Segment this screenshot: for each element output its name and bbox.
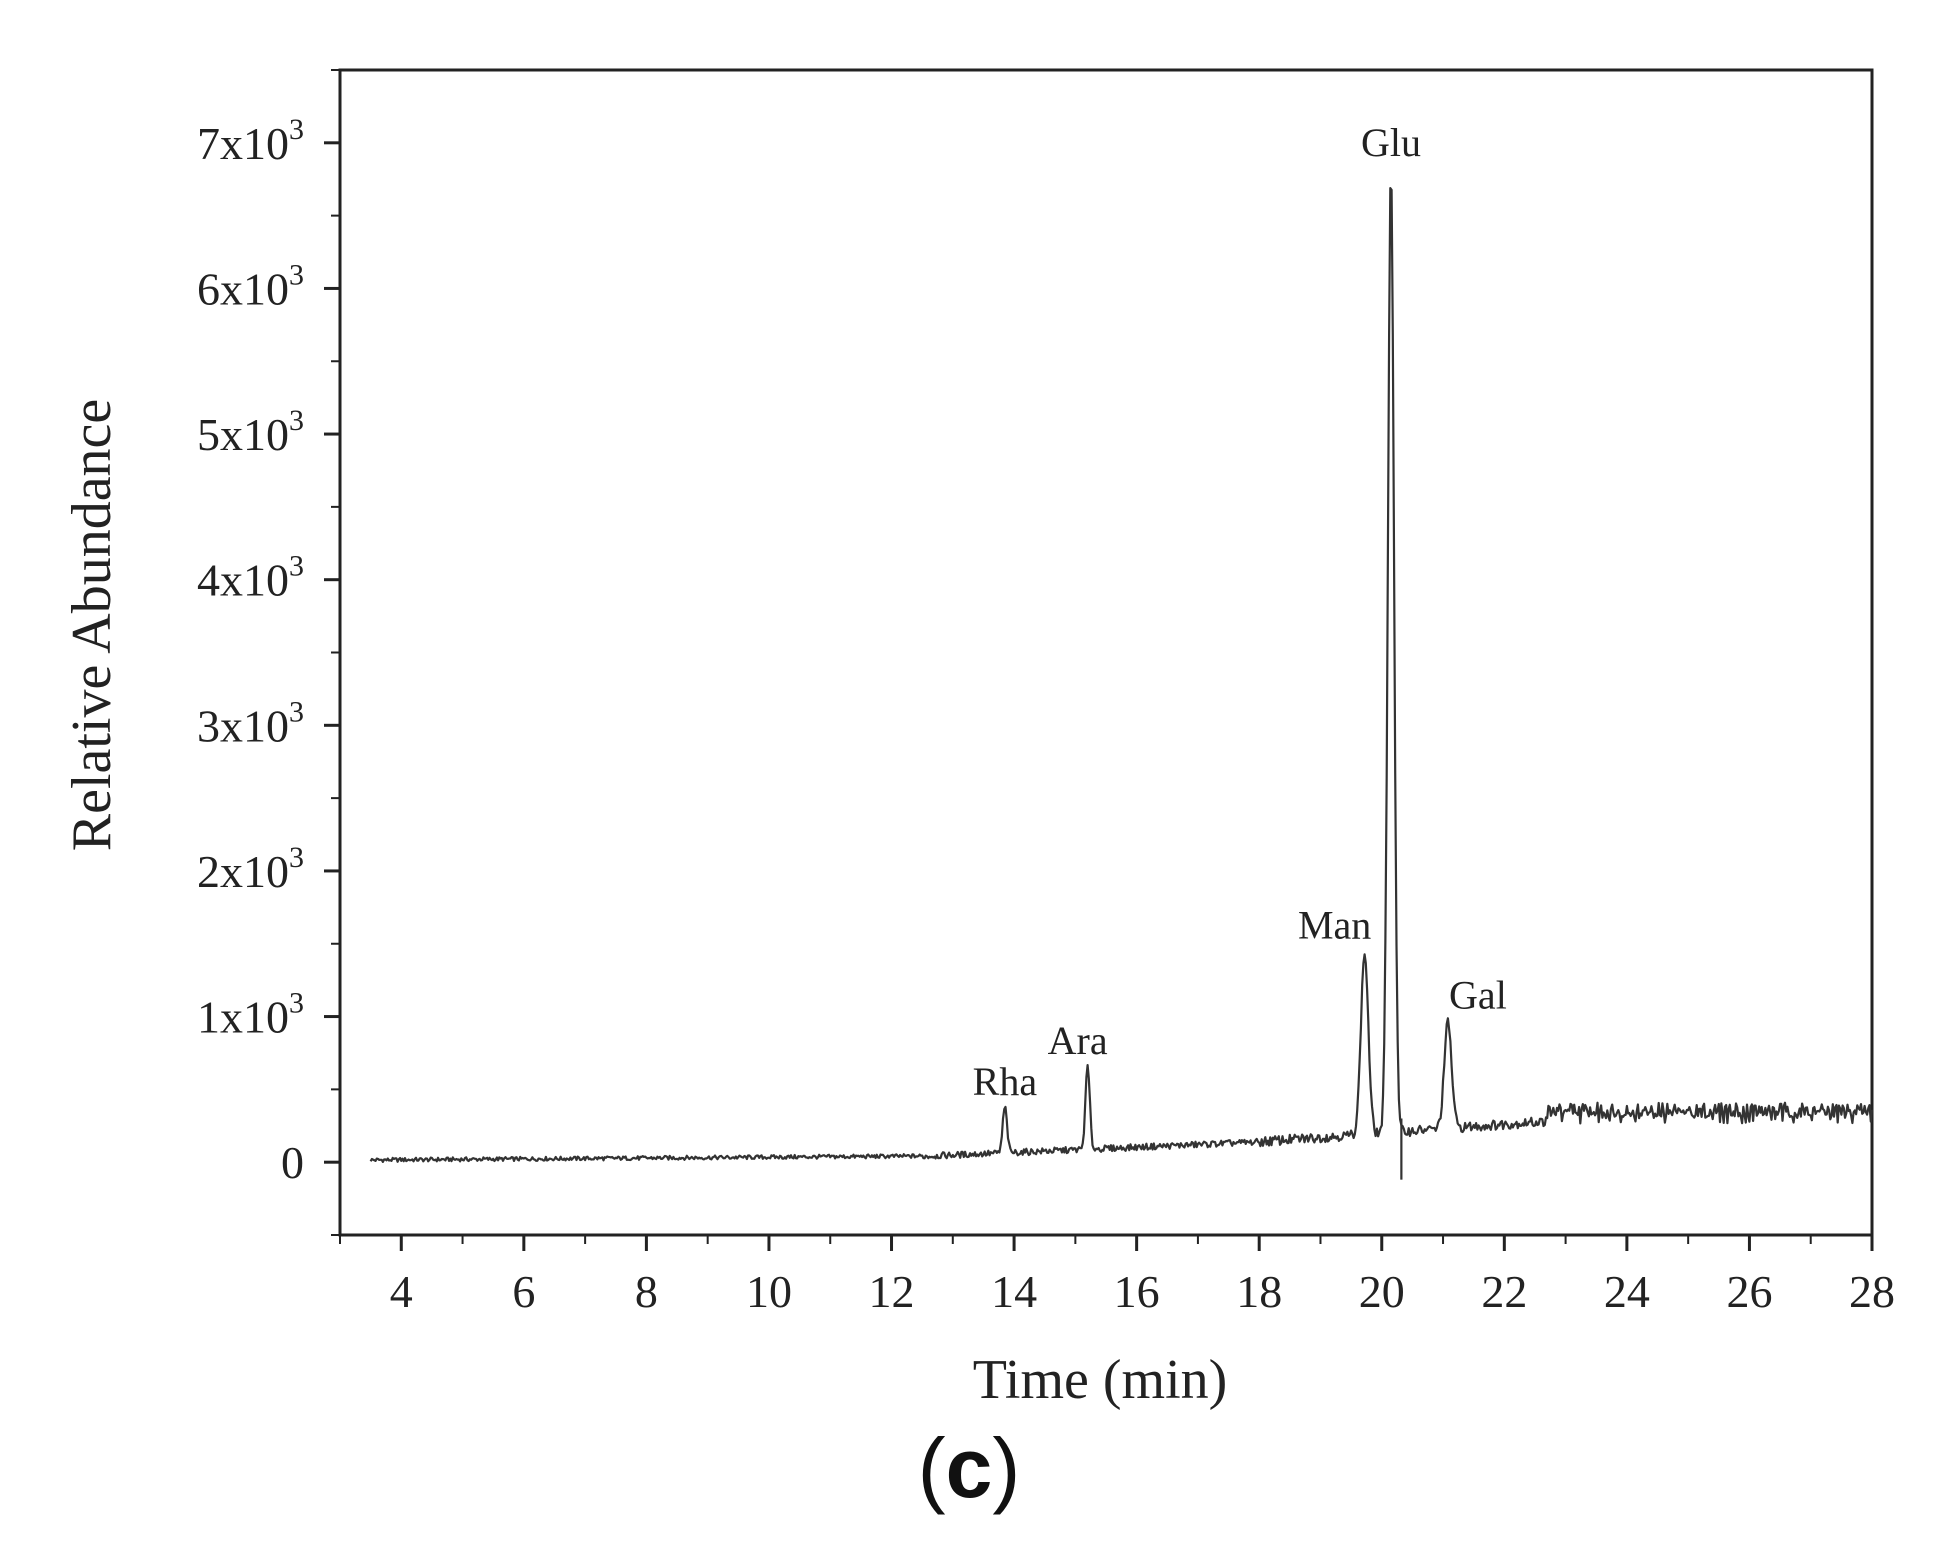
ticks: 4 6 8 10 12 14 16 18 20 22 24 26 28 0 1x103 2x103 3x103 4… [197, 69, 1895, 1317]
y-tick-label: 0 [281, 1137, 304, 1188]
x-tick-label: 10 [746, 1266, 792, 1317]
peak-label-glu: Glu [1361, 120, 1421, 165]
x-tick-label: 24 [1604, 1266, 1650, 1317]
series-line [369, 187, 1874, 1163]
y-tick-label: 1x103 [197, 987, 304, 1043]
y-tick-label: 3x103 [197, 695, 304, 751]
y-tick-label: 7x103 [197, 113, 304, 169]
peak-label-ara: Ara [1048, 1018, 1108, 1063]
x-tick-label: 6 [512, 1266, 535, 1317]
x-tick-label: 28 [1849, 1266, 1895, 1317]
x-tick-label: 14 [991, 1266, 1037, 1317]
peak-label-man: Man [1298, 902, 1371, 947]
y-tick-label: 6x103 [197, 258, 304, 314]
panel-label: (c) [0, 1420, 1938, 1517]
panel-label-open: ( [917, 1421, 946, 1515]
y-tick-label: 4x103 [197, 550, 304, 606]
x-tick-label: 26 [1726, 1266, 1772, 1317]
x-tick-label: 4 [390, 1266, 413, 1317]
x-tick-label: 22 [1481, 1266, 1527, 1317]
y-tick-label: 5x103 [197, 404, 304, 460]
series [369, 187, 1874, 1180]
x-tick-label: 16 [1114, 1266, 1160, 1317]
x-tick-label: 12 [869, 1266, 915, 1317]
x-tick-label: 20 [1359, 1266, 1405, 1317]
y-tick-label: 2x103 [197, 841, 304, 897]
panel-label-close: ) [992, 1421, 1021, 1515]
x-tick-label: 18 [1236, 1266, 1282, 1317]
peak-label-rha: Rha [973, 1059, 1038, 1104]
x-tick-label: 8 [635, 1266, 658, 1317]
x-axis-title: Time (min) [973, 1349, 1228, 1411]
y-axis-title: Relative Abundance [61, 399, 123, 852]
panel-label-letter: c [945, 1421, 993, 1515]
peak-label-gal: Gal [1449, 972, 1507, 1017]
